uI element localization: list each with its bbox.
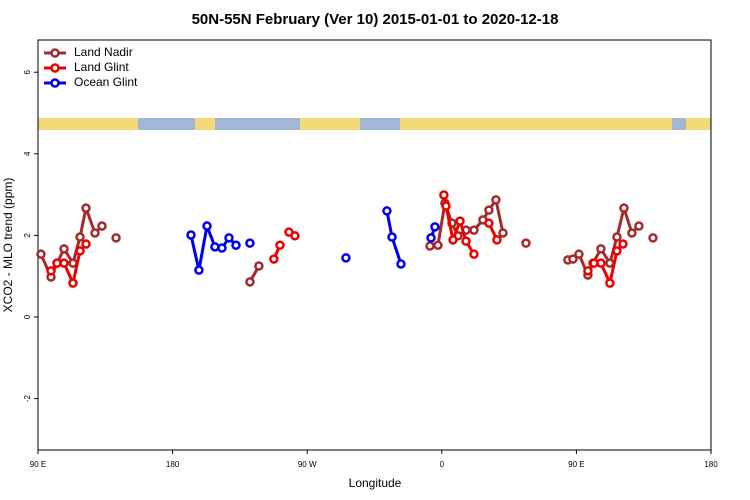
point	[341, 253, 351, 263]
point	[498, 228, 508, 238]
point	[59, 244, 69, 254]
y-tick-label: -2	[23, 394, 32, 402]
y-tick-label: 2	[23, 233, 32, 238]
point	[618, 239, 628, 249]
series-line	[49, 194, 625, 288]
point	[627, 228, 637, 238]
point	[574, 249, 584, 259]
point	[202, 221, 212, 231]
point	[194, 265, 204, 275]
legend-marker	[50, 78, 60, 88]
point	[430, 222, 440, 232]
legend-label: Ocean Glint	[74, 75, 138, 89]
x-axis-label: Longitude	[349, 476, 402, 490]
point	[441, 201, 451, 211]
series-line	[41, 200, 653, 282]
plot-frame	[37, 39, 712, 451]
point	[426, 233, 436, 243]
point	[439, 190, 449, 200]
point	[484, 205, 494, 215]
point	[59, 258, 69, 268]
y-axis-label: XCO2 - MLO trend (ppm)	[1, 178, 15, 313]
point	[68, 278, 78, 288]
point	[111, 233, 121, 243]
point	[455, 216, 465, 226]
point	[75, 232, 85, 242]
point	[648, 233, 658, 243]
point	[97, 221, 107, 231]
point	[382, 206, 392, 216]
x-tick-label: 90 E	[30, 460, 46, 469]
point	[224, 233, 234, 243]
x-tick-label: 90 E	[568, 460, 584, 469]
legend-label: Land Glint	[74, 60, 129, 74]
legend-marker	[50, 48, 60, 58]
x-tick-label: 180	[704, 460, 718, 469]
y-tick-label: 4	[23, 151, 32, 156]
point	[448, 235, 458, 245]
map-strip	[38, 118, 711, 130]
point	[634, 221, 644, 231]
point	[387, 232, 397, 242]
point	[491, 195, 501, 205]
point	[568, 254, 578, 264]
point	[469, 225, 479, 235]
legend-marker	[50, 63, 60, 73]
point	[36, 249, 46, 259]
point	[269, 254, 279, 264]
point	[245, 238, 255, 248]
point	[75, 246, 85, 256]
x-tick-label: 180	[166, 460, 180, 469]
point	[461, 236, 471, 246]
point	[217, 243, 227, 253]
point	[245, 277, 255, 287]
legend-label: Land Nadir	[74, 45, 133, 59]
point	[583, 266, 593, 276]
point	[492, 235, 502, 245]
point	[596, 244, 606, 254]
point	[231, 240, 241, 250]
point	[612, 232, 622, 242]
point	[433, 240, 443, 250]
y-tick-label: 0	[23, 314, 32, 319]
x-tick-label: 0	[440, 460, 445, 469]
point	[396, 259, 406, 269]
point	[596, 258, 606, 268]
point	[484, 218, 494, 228]
point	[254, 261, 264, 271]
chart-title: 50N-55N February (Ver 10) 2015-01-01 to …	[192, 11, 559, 28]
point	[605, 278, 615, 288]
point	[521, 238, 531, 248]
point	[290, 231, 300, 241]
point	[469, 249, 479, 259]
point	[186, 230, 196, 240]
y-tick-label: 6	[23, 69, 32, 74]
point	[90, 228, 100, 238]
point	[425, 241, 435, 251]
point	[619, 203, 629, 213]
point	[46, 266, 56, 276]
point	[81, 203, 91, 213]
point	[275, 240, 285, 250]
x-tick-label: 90 W	[298, 460, 317, 469]
point	[612, 246, 622, 256]
point	[81, 239, 91, 249]
